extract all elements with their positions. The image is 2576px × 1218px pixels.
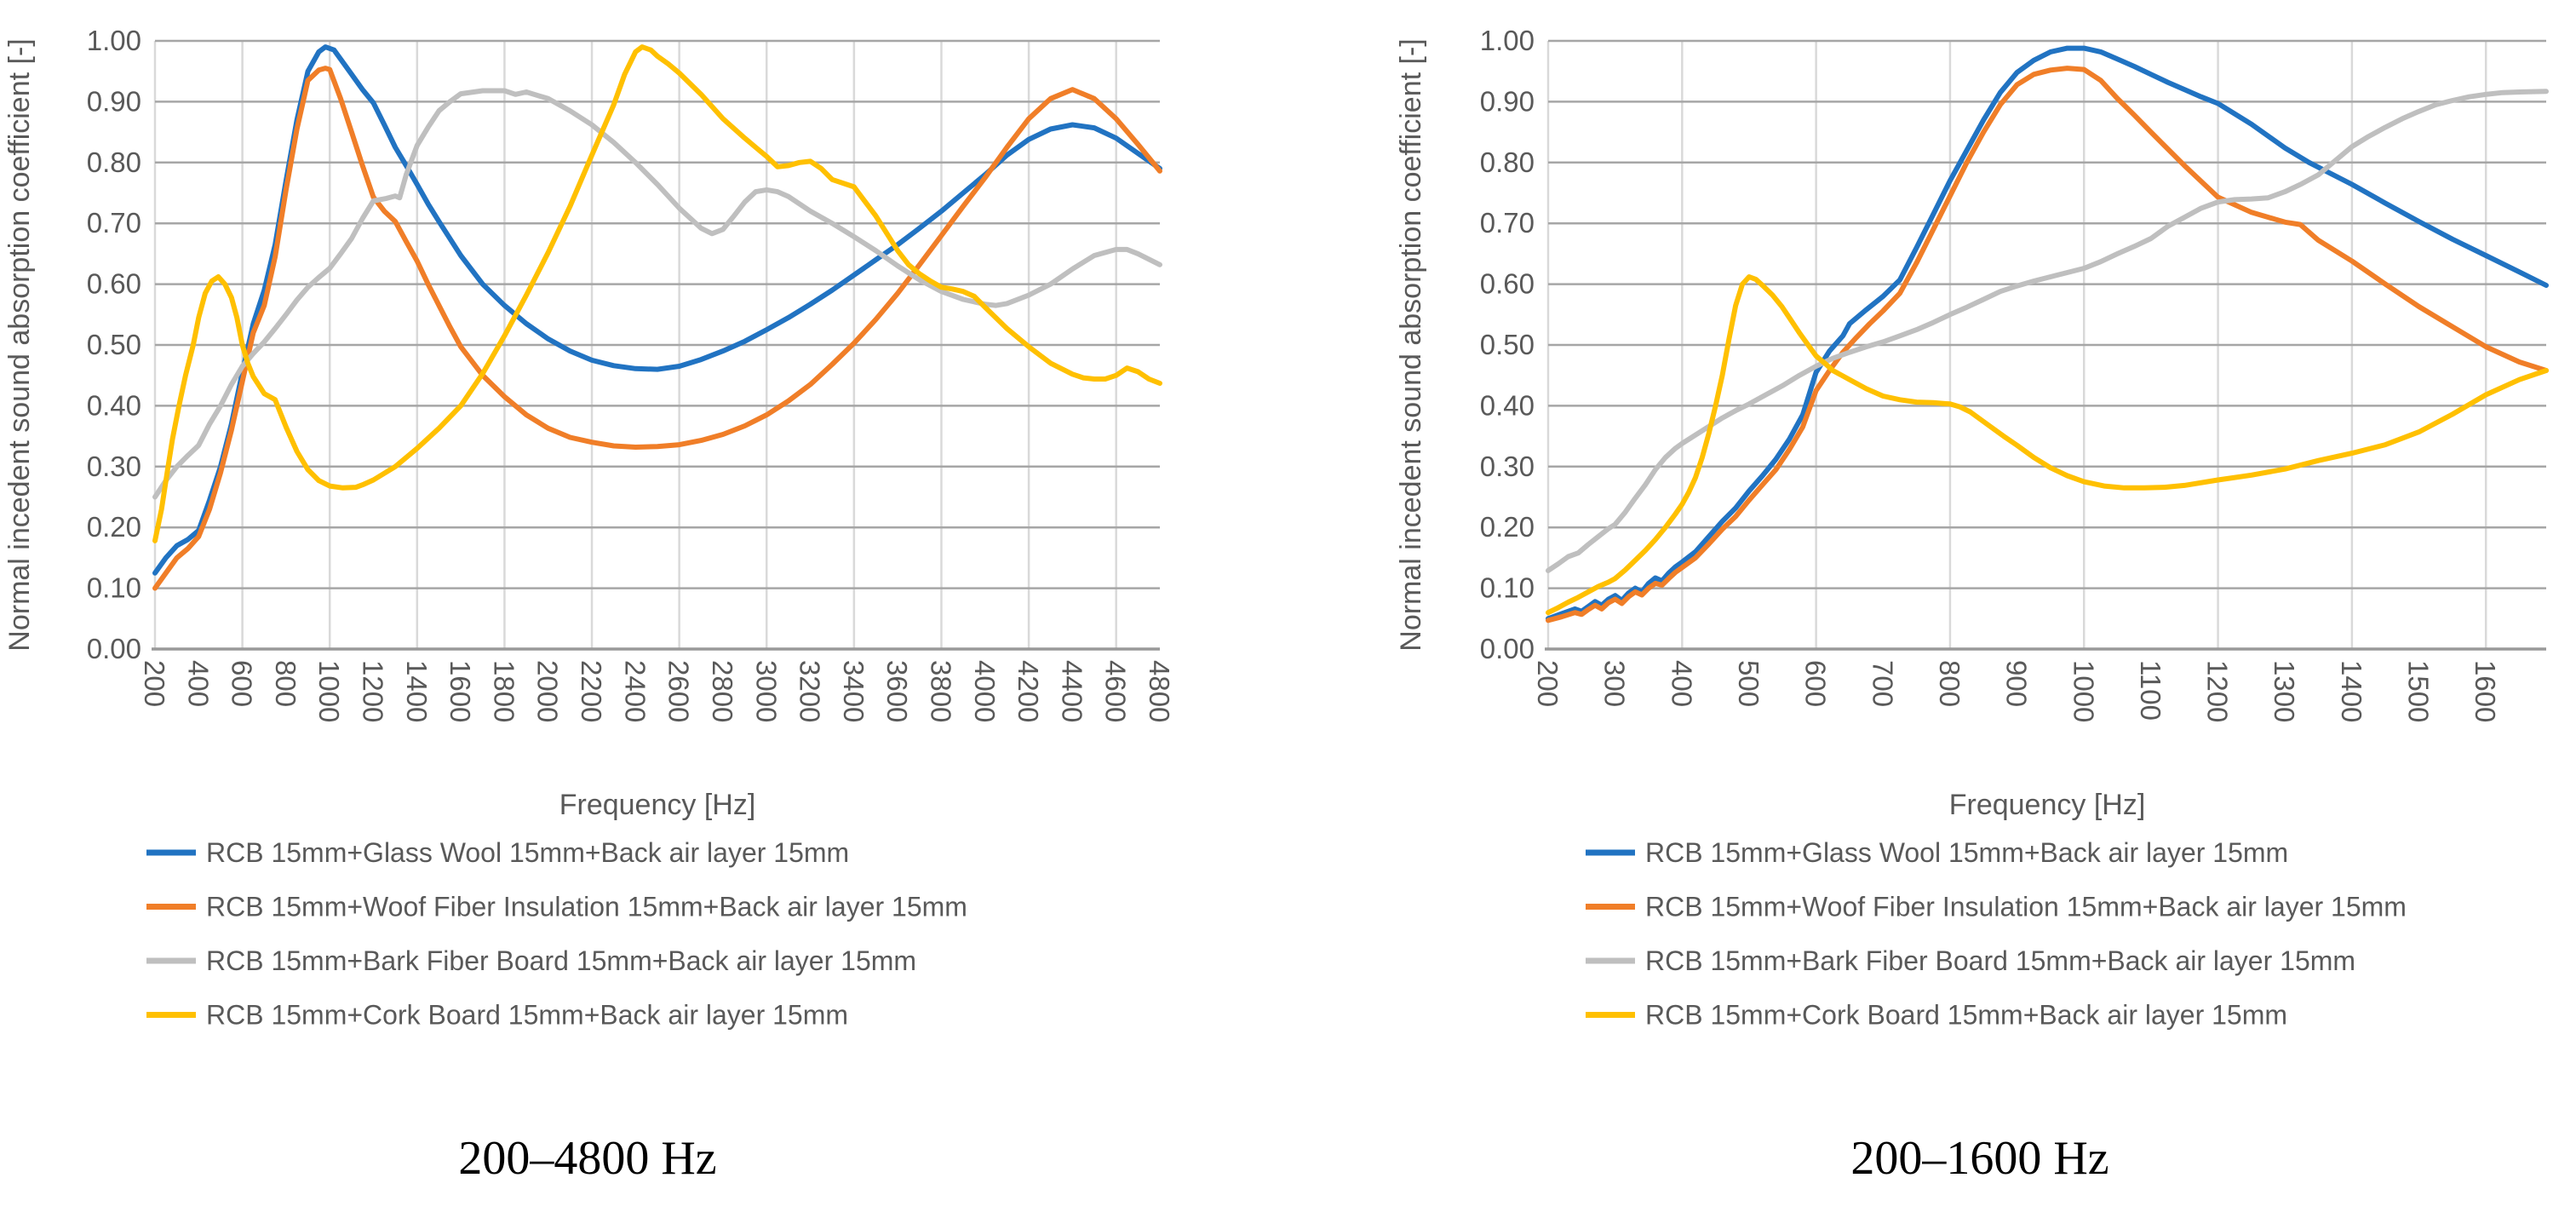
- y-tick-label: 0.00: [87, 633, 141, 664]
- legend-label: RCB 15mm+Cork Board 15mm+Back air layer …: [206, 1000, 848, 1031]
- y-tick-label: 0.30: [87, 451, 141, 482]
- right-chart: 0.00 0.10 0.20 0.30 0.40 0.50 0.60 0.70 0.80 0.90…: [1395, 25, 2549, 1185]
- x-axis-title: Frequency [Hz]: [1949, 789, 2146, 821]
- x-tick-label: 300: [1599, 660, 1631, 707]
- x-tick-label: 2600: [663, 660, 695, 722]
- x-tick-label: 4800: [1144, 660, 1175, 722]
- series-line-bark-fiber-board: [152, 88, 1162, 500]
- legend-item-cork-board: RCB 15mm+Cork Board 15mm+Back air layer …: [1586, 1000, 2287, 1031]
- y-tick-label: 0.70: [87, 207, 141, 238]
- x-tick-label: 3000: [750, 660, 782, 722]
- y-tick-label: 0.80: [87, 147, 141, 178]
- y-tick-label: 0.10: [87, 572, 141, 604]
- legend: RCB 15mm+Glass Wool 15mm+Back air layer …: [146, 837, 967, 1031]
- x-tick-label: 2800: [707, 660, 738, 722]
- legend-label: RCB 15mm+Woof Fiber Insulation 15mm+Back…: [206, 892, 967, 922]
- series-line-bark-fiber-board: [1546, 89, 2549, 573]
- y-tick-label: 0.60: [1480, 268, 1535, 300]
- x-tick-label: 1000: [313, 660, 345, 722]
- x-tick-label: 900: [2001, 660, 2033, 707]
- x-tick-label: 700: [1867, 660, 1898, 707]
- x-tick-label: 1600: [445, 660, 476, 722]
- x-tick-label: 2200: [576, 660, 607, 722]
- legend-item-cork-board: RCB 15mm+Cork Board 15mm+Back air layer …: [146, 1000, 848, 1031]
- series-line-cork-board: [1546, 274, 2549, 616]
- y-tick-label: 1.00: [87, 25, 141, 56]
- x-tick-label: 1200: [2202, 660, 2234, 722]
- legend-item-woof-fiber-insulation: RCB 15mm+Woof Fiber Insulation 15mm+Back…: [1586, 892, 2407, 922]
- y-tick-label: 0.70: [1480, 207, 1535, 238]
- x-tick-label: 4000: [969, 660, 1001, 722]
- x-tick-label: 3400: [838, 660, 869, 722]
- x-tick-label: 200: [1532, 660, 1563, 707]
- x-tick-label: 1800: [488, 660, 519, 722]
- x-tick-label: 1300: [2269, 660, 2300, 722]
- x-tick-label: 1200: [358, 660, 389, 722]
- x-tick-label: 3800: [925, 660, 956, 722]
- y-tick-label: 0.80: [1480, 147, 1535, 178]
- x-tick-label: 2400: [619, 660, 651, 722]
- y-tick-label: 0.90: [1480, 85, 1535, 117]
- left-chart: 0.00 0.10 0.20 0.30 0.40 0.50 0.60 0.70 0.80 0.90…: [3, 25, 1175, 1185]
- x-tick-label: 3200: [795, 660, 826, 722]
- x-tick-label: 1100: [2135, 660, 2166, 721]
- x-tick-label: 800: [270, 660, 301, 707]
- x-tick-label: 200: [139, 660, 170, 707]
- legend-item-bark-fiber-board: RCB 15mm+Bark Fiber Board 15mm+Back air …: [1586, 945, 2355, 976]
- legend-label: RCB 15mm+Bark Fiber Board 15mm+Back air …: [1645, 945, 2355, 976]
- series-line-cork-board: [152, 44, 1162, 543]
- legend-item-bark-fiber-board: RCB 15mm+Bark Fiber Board 15mm+Back air …: [146, 945, 916, 976]
- x-tick-label: 4600: [1100, 660, 1132, 722]
- y-tick-label: 0.90: [87, 85, 141, 117]
- y-tick-label: 0.30: [1480, 451, 1535, 482]
- y-tick-label: 1.00: [1480, 25, 1535, 56]
- legend-label: RCB 15mm+Woof Fiber Insulation 15mm+Back…: [1645, 892, 2407, 922]
- legend: RCB 15mm+Glass Wool 15mm+Back air layer …: [1586, 837, 2407, 1031]
- y-tick-label: 0.10: [1480, 572, 1535, 604]
- y-tick-label: 0.20: [87, 511, 141, 543]
- x-tick-label: 500: [1733, 660, 1764, 707]
- series-line-woof-fiber-insulation: [152, 66, 1162, 591]
- x-tick-label: 1600: [2470, 660, 2501, 722]
- x-tick-label: 600: [227, 660, 258, 707]
- x-tick-label: 2000: [532, 660, 564, 722]
- legend-item-glass-wool: RCB 15mm+Glass Wool 15mm+Back air layer …: [1586, 837, 2288, 868]
- y-tick-label: 0.20: [1480, 511, 1535, 543]
- series-line-woof-fiber-insulation: [1546, 66, 2549, 623]
- y-axis-title: Normal incedent sound absorption coeffic…: [1395, 38, 1427, 651]
- x-tick-label: 1500: [2403, 660, 2435, 722]
- x-tick-label: 400: [182, 660, 214, 707]
- y-tick-label: 0.00: [1480, 633, 1535, 664]
- legend-label: RCB 15mm+Glass Wool 15mm+Back air layer …: [206, 837, 849, 868]
- legend-label: RCB 15mm+Bark Fiber Board 15mm+Back air …: [206, 945, 916, 976]
- legend-item-woof-fiber-insulation: RCB 15mm+Woof Fiber Insulation 15mm+Back…: [146, 892, 967, 922]
- y-tick-label: 0.40: [87, 389, 141, 421]
- x-tick-label: 1400: [2336, 660, 2367, 722]
- x-tick-label: 3600: [881, 660, 913, 722]
- legend-label: RCB 15mm+Cork Board 15mm+Back air layer …: [1645, 1000, 2287, 1031]
- y-tick-label: 0.50: [1480, 329, 1535, 360]
- x-tick-label: 1400: [401, 660, 433, 722]
- legend-item-glass-wool: RCB 15mm+Glass Wool 15mm+Back air layer …: [146, 837, 849, 868]
- series-line-glass-wool: [1546, 45, 2549, 622]
- x-tick-label: 400: [1666, 660, 1697, 707]
- chart-caption: 200–4800 Hz: [458, 1132, 716, 1185]
- y-tick-label: 0.40: [1480, 389, 1535, 421]
- x-tick-label: 800: [1934, 660, 1965, 707]
- y-tick-label: 0.60: [87, 268, 141, 300]
- x-tick-label: 600: [1800, 660, 1832, 707]
- y-tick-label: 0.50: [87, 329, 141, 360]
- x-tick-label: 4200: [1013, 660, 1044, 722]
- x-axis-title: Frequency [Hz]: [559, 789, 756, 821]
- x-tick-label: 1000: [2068, 660, 2099, 722]
- legend-label: RCB 15mm+Glass Wool 15mm+Back air layer …: [1645, 837, 2288, 868]
- y-axis-title: Normal incedent sound absorption coeffic…: [3, 38, 36, 651]
- x-tick-label: 4400: [1056, 660, 1087, 722]
- series-line-glass-wool: [152, 44, 1162, 576]
- chart-caption: 200–1600 Hz: [1850, 1132, 2108, 1185]
